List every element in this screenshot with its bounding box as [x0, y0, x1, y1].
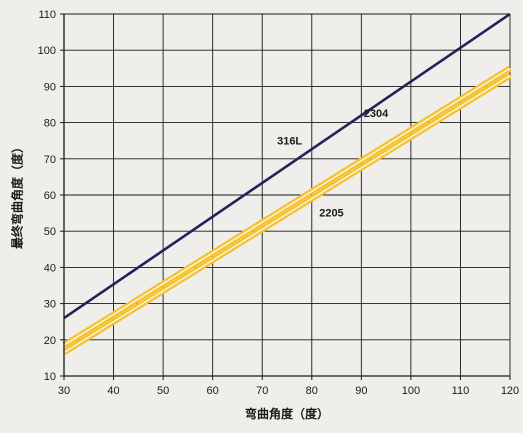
- x-tick-label: 30: [58, 385, 70, 397]
- y-tick-label: 50: [44, 226, 56, 238]
- x-tick-label: 100: [402, 385, 420, 397]
- y-tick-label: 30: [44, 299, 56, 311]
- x-tick-label: 80: [306, 385, 318, 397]
- y-tick-label: 110: [38, 9, 56, 21]
- y-tick-label: 60: [44, 190, 56, 202]
- y-tick-label: 80: [44, 118, 56, 130]
- y-tick-label: 70: [44, 154, 56, 166]
- y-tick-label: 40: [44, 262, 56, 274]
- y-axis-title: 最终弯曲角度（度）: [10, 141, 25, 249]
- series-line-316l: [63, 12, 511, 320]
- x-tick-label: 110: [452, 385, 470, 397]
- y-tick-label: 100: [38, 45, 56, 57]
- x-axis-title: 弯曲角度（度）: [245, 406, 329, 421]
- x-tick-label: 40: [107, 385, 119, 397]
- x-tick-label: 90: [355, 385, 367, 397]
- series-layer: [62, 12, 512, 356]
- y-tick-label: 10: [44, 371, 56, 383]
- annotations: 316L 2304 2205: [277, 108, 389, 220]
- y-tick-label: 20: [44, 335, 56, 347]
- x-tick-label: 120: [501, 385, 519, 397]
- series-label-2205: 2205: [319, 208, 343, 220]
- x-tick-label: 50: [157, 385, 169, 397]
- series-label-2304: 2304: [364, 108, 389, 120]
- y-tick-label: 90: [44, 81, 56, 93]
- tick-labels: 30 40 50 60 70 80 90 100 110 120 10 20 30 40 50 60 70 80 9…: [38, 9, 520, 397]
- x-tick-label: 70: [256, 385, 268, 397]
- grid: [63, 13, 511, 377]
- series-label-316l: 316L: [277, 135, 302, 147]
- series-line-2304-core: [63, 67, 511, 346]
- x-tick-label: 60: [207, 385, 219, 397]
- series-line-2205-core: [63, 74, 511, 354]
- plot-frame: [60, 13, 511, 380]
